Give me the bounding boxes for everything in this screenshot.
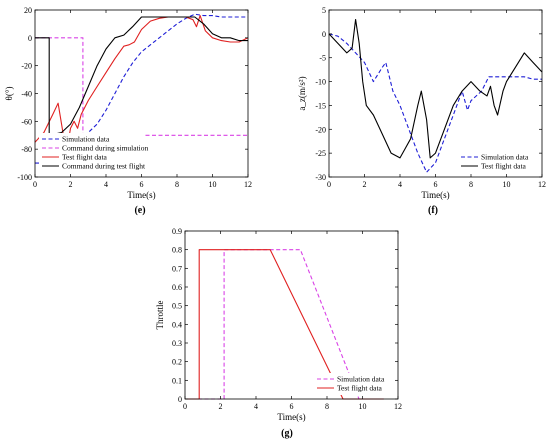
legend-label-2: Test flight data xyxy=(62,153,108,162)
legend-label-1: Test flight data xyxy=(481,162,527,171)
x-tick-label: 12 xyxy=(244,180,252,189)
x-tick-label: 6 xyxy=(290,402,294,411)
chart-e-theta: 0 2 4 6 8 10 12 20 0 -20 -40 -60 -80 -100 Time(s) θ(°) (… xyxy=(4,6,252,216)
y-tick-label: 0.9 xyxy=(172,227,182,236)
x-tick-label: 2 xyxy=(69,180,73,189)
x-tick-label: 10 xyxy=(359,402,367,411)
x-tick-label: 12 xyxy=(394,402,402,411)
x-tick-label: 8 xyxy=(469,180,473,189)
y-tick-label: 20 xyxy=(24,6,32,15)
x-tick-label: 2 xyxy=(219,402,223,411)
x-tick-label: 4 xyxy=(254,402,258,411)
series-line-1 xyxy=(35,37,248,136)
y-tick-label: -80 xyxy=(21,145,32,154)
x-tick-label: 0 xyxy=(327,180,331,189)
legend-label-0: Simulation data xyxy=(62,135,110,144)
y-ticks: 0.9 0.8 0.7 0.6 0.5 0.4 0.3 0.2 0.1 0 xyxy=(172,227,398,404)
panel-label: (g) xyxy=(281,428,293,439)
y-tick-label: 0.7 xyxy=(172,264,182,273)
y-axis-label: Throttle xyxy=(155,301,165,330)
y-ticks: 5 0 -5 -10 -15 -20 -25 -30 xyxy=(315,6,542,182)
x-ticks: 0 2 4 6 8 10 12 xyxy=(327,10,546,189)
legend-label-0: Simulation data xyxy=(337,375,385,384)
legend-label-3: Command during test flight xyxy=(62,162,146,171)
y-tick-label: -5 xyxy=(319,54,326,63)
x-tick-label: 10 xyxy=(503,180,511,189)
y-tick-label: 0 xyxy=(322,30,326,39)
y-tick-label: -60 xyxy=(21,117,32,126)
series-line-1 xyxy=(328,18,543,159)
x-tick-label: 6 xyxy=(434,180,438,189)
legend-label-1: Command during simulation xyxy=(62,144,148,153)
y-tick-label: 0 xyxy=(28,34,32,43)
panel-label: (f) xyxy=(428,205,438,216)
x-tick-label: 0 xyxy=(33,180,37,189)
x-tick-label: 12 xyxy=(538,180,546,189)
y-tick-label: -40 xyxy=(21,90,32,99)
series-line-3 xyxy=(35,16,248,136)
x-tick-label: 10 xyxy=(209,180,217,189)
chart-f-az: 0 2 4 6 8 10 12 5 0 -5 -10 -15 -20 -25 -30 Time(s) a_z(m… xyxy=(297,6,546,216)
y-tick-label: 0.1 xyxy=(172,376,182,385)
x-axis-label: Time(s) xyxy=(127,190,155,200)
legend-label-0: Simulation data xyxy=(481,153,529,162)
y-ticks: 20 0 -20 -40 -60 -80 -100 xyxy=(17,6,248,182)
y-tick-label: 0.5 xyxy=(172,302,182,311)
y-tick-label: 0.4 xyxy=(172,320,182,329)
y-tick-label: 0.2 xyxy=(172,358,182,367)
y-tick-label: 0 xyxy=(178,395,182,404)
series-line-0 xyxy=(328,33,542,173)
x-ticks: 0 2 4 6 8 10 12 xyxy=(33,10,252,189)
x-axis-label: Time(s) xyxy=(277,412,305,422)
y-tick-label: -15 xyxy=(315,101,326,110)
x-tick-label: 8 xyxy=(175,180,179,189)
series-group xyxy=(328,18,543,173)
y-tick-label: -100 xyxy=(17,173,32,182)
x-tick-label: 6 xyxy=(140,180,144,189)
y-tick-label: 0.8 xyxy=(172,246,182,255)
y-tick-label: -20 xyxy=(21,62,32,71)
panel-label: (e) xyxy=(134,205,145,216)
x-tick-label: 4 xyxy=(104,180,108,189)
chart-g-throttle: 0 2 4 6 8 10 12 0.9 0.8 0.7 0.6 0.5 0.4 0.3 0.2 0.1 0 Tim… xyxy=(155,227,402,439)
y-tick-label: -20 xyxy=(315,125,326,134)
y-axis-label: θ(°) xyxy=(4,87,14,101)
legend-label-1: Test flight data xyxy=(337,384,383,393)
y-axis-label: a_z(m/s²) xyxy=(297,76,307,110)
y-tick-label: 5 xyxy=(322,6,326,15)
x-ticks: 0 2 4 6 8 10 12 xyxy=(183,231,402,411)
x-axis-label: Time(s) xyxy=(421,190,449,200)
x-tick-label: 4 xyxy=(398,180,402,189)
y-tick-label: -30 xyxy=(315,173,326,182)
y-tick-label: -25 xyxy=(315,149,326,158)
x-tick-label: 8 xyxy=(325,402,329,411)
y-tick-label: 0.6 xyxy=(172,283,182,292)
x-tick-label: 2 xyxy=(363,180,367,189)
y-tick-label: 0.3 xyxy=(172,339,182,348)
y-tick-label: -10 xyxy=(315,78,326,87)
x-tick-label: 0 xyxy=(183,402,187,411)
